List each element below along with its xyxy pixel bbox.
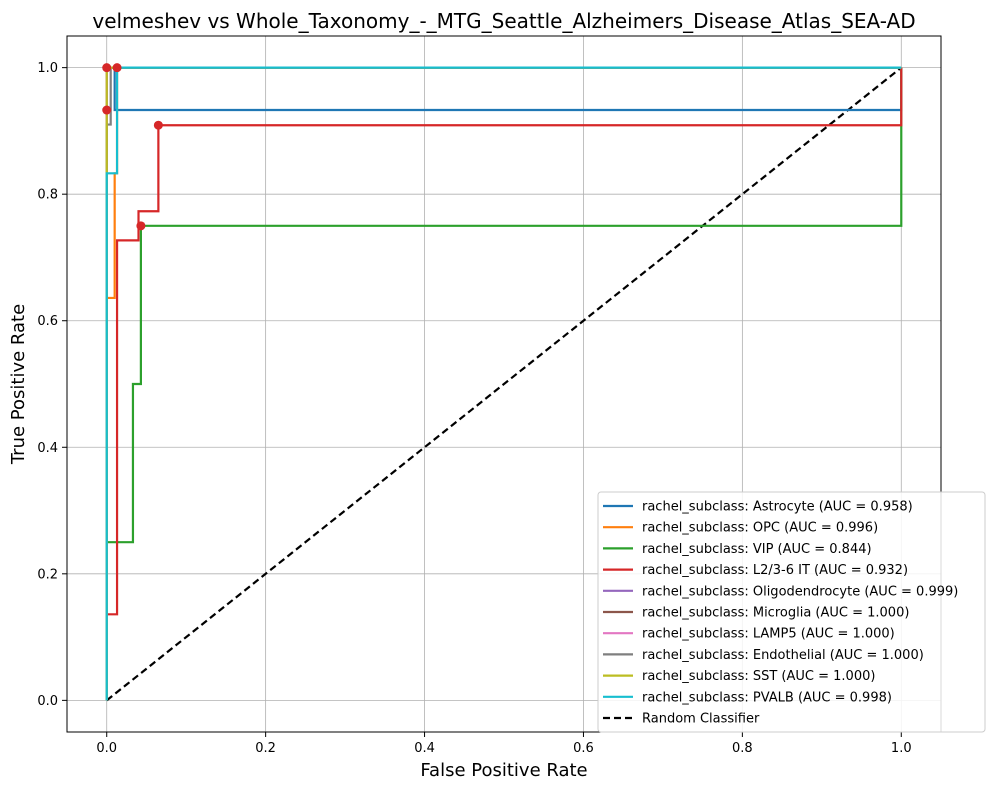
y-axis-label: True Positive Rate bbox=[8, 304, 29, 465]
random-classifier-line bbox=[106, 66, 902, 702]
legend-entry-label: rachel_subclass: PVALB (AUC = 0.998) bbox=[642, 690, 892, 705]
roc-line-series-3 bbox=[106, 67, 903, 616]
threshold-point bbox=[102, 63, 112, 73]
x-tick-label: 0.2 bbox=[255, 741, 276, 756]
y-tick-label: 0.0 bbox=[37, 694, 58, 709]
x-tick-label: 0.6 bbox=[573, 741, 594, 756]
legend-entry-label: rachel_subclass: Astrocyte (AUC = 0.958) bbox=[642, 500, 913, 515]
threshold-point bbox=[153, 120, 163, 130]
legend-entry-label: rachel_subclass: VIP (AUC = 0.844) bbox=[642, 542, 872, 557]
grid bbox=[67, 36, 941, 732]
legend-entry-label: rachel_subclass: OPC (AUC = 0.996) bbox=[642, 521, 878, 536]
legend: rachel_subclass: Astrocyte (AUC = 0.958)… bbox=[597, 491, 986, 733]
y-tick-label: 0.8 bbox=[37, 188, 58, 203]
plot-frame bbox=[66, 35, 942, 733]
threshold-point bbox=[102, 105, 112, 115]
threshold-point bbox=[136, 221, 146, 231]
y-tick-label: 1.0 bbox=[37, 61, 58, 76]
legend-entry-label: Random Classifier bbox=[642, 712, 760, 727]
x-tick-label: 0.0 bbox=[96, 741, 117, 756]
axis-ticks: 0.0 0.2 0.4 0.6 0.8 1.0 0.0 0.2 0.4 0.6 0.8 1.0 bbox=[37, 61, 911, 756]
legend-box bbox=[597, 491, 986, 733]
y-tick-label: 0.6 bbox=[37, 314, 58, 329]
legend-entry-label: rachel_subclass: Microglia (AUC = 1.000) bbox=[642, 606, 909, 621]
x-tick-label: 0.8 bbox=[732, 741, 753, 756]
legend-entry-label: rachel_subclass: L2/3-6 IT (AUC = 0.932) bbox=[642, 563, 908, 578]
legend-entry-label: rachel_subclass: Oligodendrocyte (AUC = … bbox=[642, 584, 958, 599]
x-axis-label: False Positive Rate bbox=[420, 760, 587, 781]
roc-line-series-2 bbox=[105, 67, 903, 701]
y-tick-label: 0.4 bbox=[37, 441, 58, 456]
legend-entry-label: rachel_subclass: LAMP5 (AUC = 1.000) bbox=[642, 627, 895, 642]
y-tick-label: 0.2 bbox=[37, 567, 58, 582]
threshold-point bbox=[112, 63, 122, 73]
roc-line-series-9 bbox=[105, 66, 902, 701]
plot-area bbox=[102, 63, 903, 702]
chart-title: velmeshev vs Whole_Taxonomy_-_MTG_Seattl… bbox=[92, 9, 915, 33]
x-tick-label: 1.0 bbox=[891, 741, 912, 756]
x-tick-label: 0.4 bbox=[414, 741, 435, 756]
legend-entry-label: rachel_subclass: SST (AUC = 1.000) bbox=[642, 669, 875, 684]
legend-entry-label: rachel_subclass: Endothelial (AUC = 1.00… bbox=[642, 648, 924, 663]
